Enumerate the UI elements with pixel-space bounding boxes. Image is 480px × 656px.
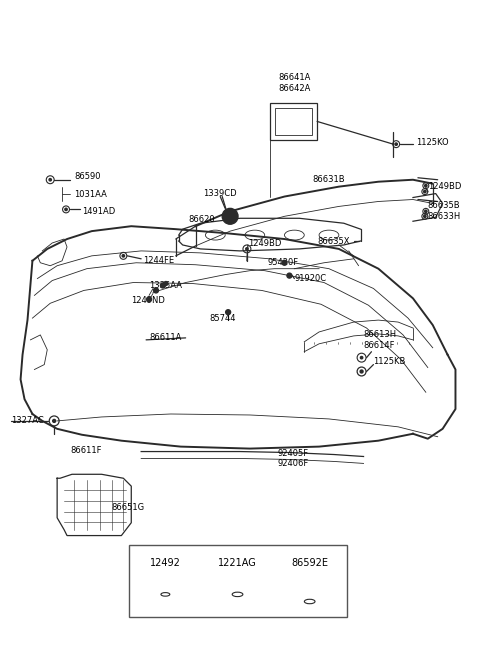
Circle shape <box>53 419 56 422</box>
Bar <box>270 102 317 140</box>
Circle shape <box>282 260 287 265</box>
Circle shape <box>360 356 363 359</box>
Text: 1221AG: 1221AG <box>218 558 257 568</box>
Circle shape <box>65 208 67 211</box>
Text: 1249BD: 1249BD <box>248 239 281 249</box>
Circle shape <box>164 281 168 285</box>
Text: 86635X: 86635X <box>317 237 349 245</box>
Circle shape <box>246 248 248 250</box>
Bar <box>275 108 312 135</box>
Text: 86590: 86590 <box>74 173 100 181</box>
Text: 1031AA: 1031AA <box>74 190 107 199</box>
Circle shape <box>49 178 51 181</box>
Circle shape <box>122 255 124 257</box>
Circle shape <box>146 297 152 302</box>
Text: 1339CD: 1339CD <box>204 189 237 198</box>
Circle shape <box>425 210 427 213</box>
Circle shape <box>160 283 166 288</box>
Text: 92405F
92406F: 92405F 92406F <box>277 449 309 468</box>
Circle shape <box>154 288 158 293</box>
Circle shape <box>395 143 397 146</box>
Circle shape <box>360 370 363 373</box>
Circle shape <box>225 211 235 221</box>
Text: 91920C: 91920C <box>294 274 326 283</box>
Text: 1125KO: 1125KO <box>416 138 449 147</box>
Text: 12492: 12492 <box>150 558 181 568</box>
Text: 85744: 85744 <box>209 314 236 323</box>
Text: 95420F: 95420F <box>268 258 299 267</box>
Circle shape <box>222 209 238 224</box>
Text: 86631B: 86631B <box>312 175 345 184</box>
Text: 86611A: 86611A <box>149 333 181 342</box>
Circle shape <box>226 310 230 315</box>
Text: 1327AC: 1327AC <box>11 417 43 425</box>
Bar <box>129 545 347 617</box>
Circle shape <box>424 215 426 218</box>
Text: 1335AA: 1335AA <box>149 281 182 290</box>
Text: 1249ND: 1249ND <box>131 296 165 305</box>
Text: 86611F: 86611F <box>70 446 101 455</box>
Text: 1249BD: 1249BD <box>428 182 461 191</box>
Text: 86635B
86633H: 86635B 86633H <box>428 201 461 221</box>
Text: 1491AD: 1491AD <box>82 207 115 216</box>
Text: 86641A
86642A: 86641A 86642A <box>278 73 311 92</box>
Circle shape <box>425 184 427 187</box>
Text: 86620: 86620 <box>189 215 215 224</box>
Text: 86592E: 86592E <box>291 558 328 568</box>
Circle shape <box>424 190 426 193</box>
Circle shape <box>309 597 311 599</box>
Text: 1244FE: 1244FE <box>143 256 174 265</box>
Text: 1125KB: 1125KB <box>373 357 406 366</box>
Circle shape <box>287 273 292 278</box>
Text: 86651G: 86651G <box>111 503 144 512</box>
Text: 86613H
86614F: 86613H 86614F <box>363 330 396 350</box>
